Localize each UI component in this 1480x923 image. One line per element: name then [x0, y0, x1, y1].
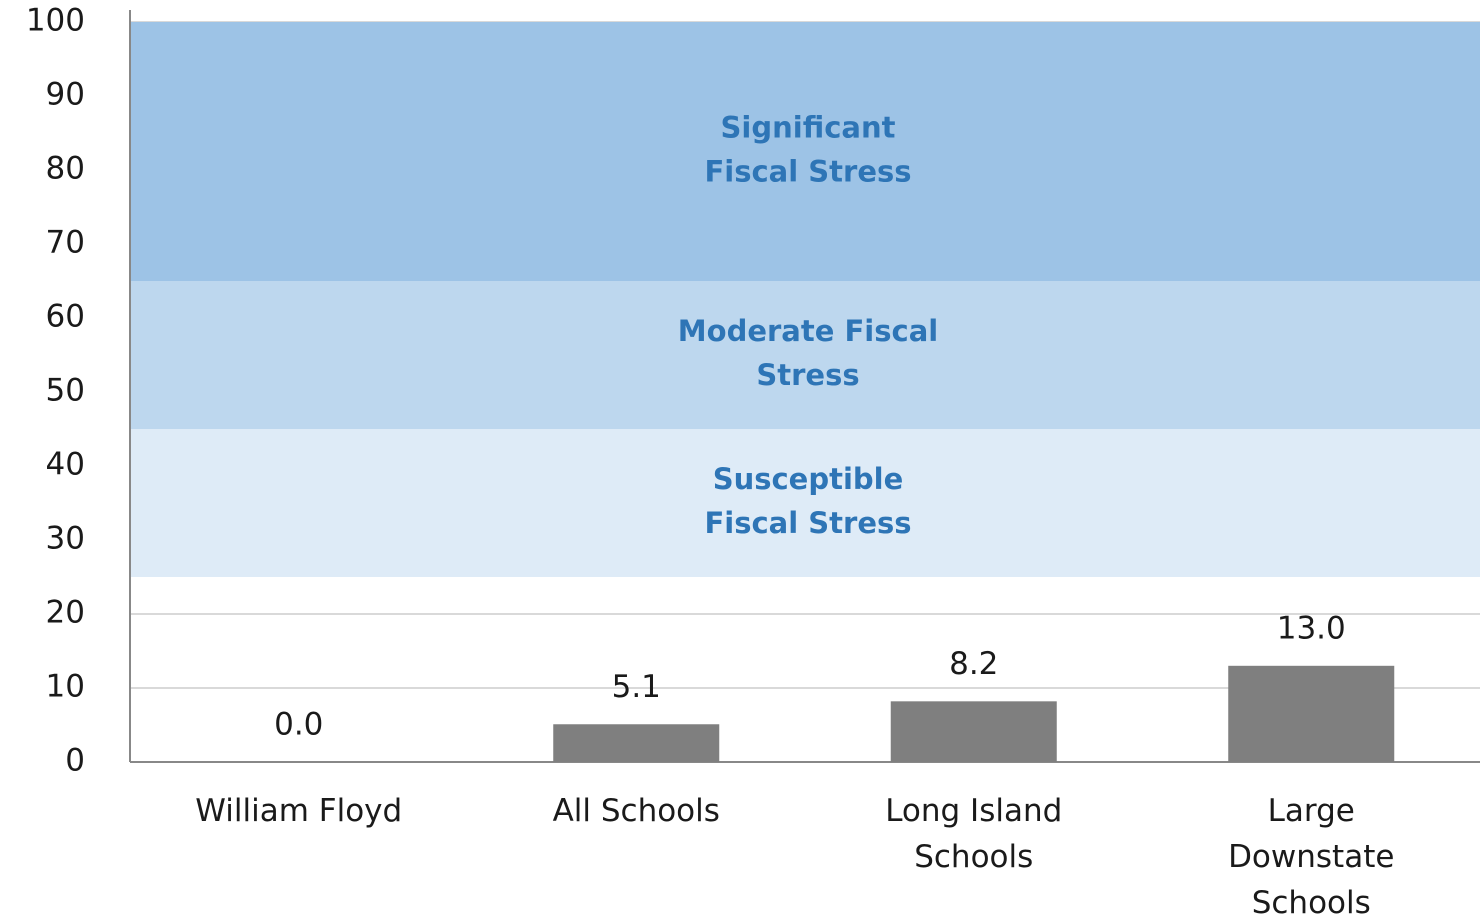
x-tick-label-line: All Schools [553, 793, 720, 829]
y-tick-label: 40 [46, 447, 85, 483]
x-tick-label-line: Schools [914, 839, 1033, 875]
band-label-line: Moderate Fiscal [678, 314, 938, 348]
band-label-line: Fiscal Stress [704, 506, 911, 540]
band-label: Susceptible Fiscal Stress [704, 462, 911, 540]
y-tick-label: 10 [46, 669, 85, 705]
stress-band [130, 429, 1480, 577]
bar [1228, 665, 1395, 762]
y-tick-label: 100 [26, 3, 85, 39]
band-label-line: Fiscal Stress [704, 155, 911, 189]
x-tick-label-line: Large [1268, 793, 1355, 829]
y-tick-label: 80 [46, 151, 85, 187]
y-tick-label: 0 [65, 743, 85, 779]
band-label-line: Stress [756, 358, 859, 392]
band-label-line: Susceptible [713, 462, 904, 496]
x-tick-label-line: Long Island [885, 793, 1062, 829]
band-label-line: Significant [721, 111, 896, 145]
y-tick-label: 70 [46, 225, 85, 261]
band-label: Moderate Fiscal Stress [678, 314, 938, 392]
bar [890, 701, 1057, 762]
x-tick-label: William Floyd [195, 793, 402, 829]
y-tick-label: 60 [46, 299, 85, 335]
stress-band [130, 281, 1480, 429]
x-tick-label: Long Island Schools [885, 793, 1062, 875]
y-tick-label: 90 [46, 77, 85, 113]
value-label: 0.0 [274, 707, 323, 743]
x-tick-label-line: Downstate [1228, 839, 1394, 875]
stress-band [130, 22, 1480, 281]
x-tick-label-line: Schools [1252, 885, 1371, 921]
x-tick-label: Large Downstate Schools [1228, 793, 1394, 921]
value-label: 13.0 [1277, 610, 1346, 646]
value-label: 8.2 [949, 646, 998, 682]
x-tick-label: All Schools [553, 793, 720, 829]
x-tick-label-line: William Floyd [195, 793, 402, 829]
bar [553, 724, 720, 762]
y-tick-label: 30 [46, 521, 85, 557]
value-label: 5.1 [612, 669, 661, 705]
y-tick-label: 50 [46, 373, 85, 409]
band-label: Significant Fiscal Stress [704, 111, 911, 189]
y-tick-label: 20 [46, 595, 85, 631]
